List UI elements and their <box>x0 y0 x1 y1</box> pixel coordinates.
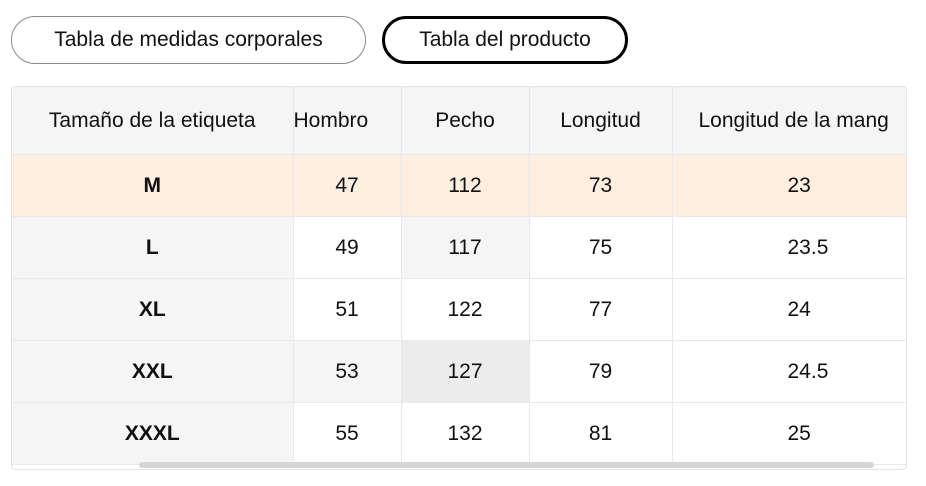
cell-chest: 117 <box>401 216 530 279</box>
table-row: XXXL 55 132 81 25 <box>12 402 906 465</box>
cell-size: L <box>12 216 294 279</box>
cell-sleeve-length: 23.5 <box>672 216 906 279</box>
table-header-row: Tamaño de la etiqueta Hombro Pecho Longi… <box>12 87 906 155</box>
cell-length: 79 <box>529 340 673 403</box>
cell-length: 77 <box>529 278 673 341</box>
cell-size: XXXL <box>12 402 294 465</box>
cell-size: XL <box>12 278 294 341</box>
cell-shoulder: 53 <box>293 340 402 403</box>
cell-length: 75 <box>529 216 673 279</box>
size-chart-tabs: Tabla de medidas corporales Tabla del pr… <box>11 16 628 64</box>
column-header-sleeve-length: Longitud de la mang <box>672 87 906 155</box>
column-header-shoulder: Hombro <box>293 87 402 155</box>
cell-sleeve-length: 25 <box>672 402 906 465</box>
tab-product-chart[interactable]: Tabla del producto <box>382 16 628 64</box>
cell-length: 81 <box>529 402 673 465</box>
cell-sleeve-length: 24 <box>672 278 906 341</box>
table-row: L 49 117 75 23.5 <box>12 216 906 279</box>
column-header-chest: Pecho <box>401 87 530 155</box>
cell-size: XXL <box>12 340 294 403</box>
tab-body-measurements[interactable]: Tabla de medidas corporales <box>11 16 366 64</box>
table-row: XL 51 122 77 24 <box>12 278 906 341</box>
cell-length: 73 <box>529 154 673 217</box>
horizontal-scrollbar[interactable] <box>139 462 874 468</box>
size-table: Tamaño de la etiqueta Hombro Pecho Longi… <box>12 87 906 465</box>
table-row: XXL 53 127 79 24.5 <box>12 340 906 403</box>
cell-shoulder: 47 <box>293 154 402 217</box>
cell-chest: 127 <box>401 340 530 403</box>
column-header-tag-size: Tamaño de la etiqueta <box>12 87 294 155</box>
table-row: M 47 112 73 23 <box>12 154 906 217</box>
cell-sleeve-length: 24.5 <box>672 340 906 403</box>
size-table-container[interactable]: Tamaño de la etiqueta Hombro Pecho Longi… <box>11 86 907 470</box>
cell-shoulder: 55 <box>293 402 402 465</box>
cell-shoulder: 51 <box>293 278 402 341</box>
cell-size: M <box>12 154 294 217</box>
cell-sleeve-length: 23 <box>672 154 906 217</box>
cell-shoulder: 49 <box>293 216 402 279</box>
cell-chest: 122 <box>401 278 530 341</box>
column-header-length: Longitud <box>529 87 673 155</box>
cell-chest: 132 <box>401 402 530 465</box>
cell-chest: 112 <box>401 154 530 217</box>
